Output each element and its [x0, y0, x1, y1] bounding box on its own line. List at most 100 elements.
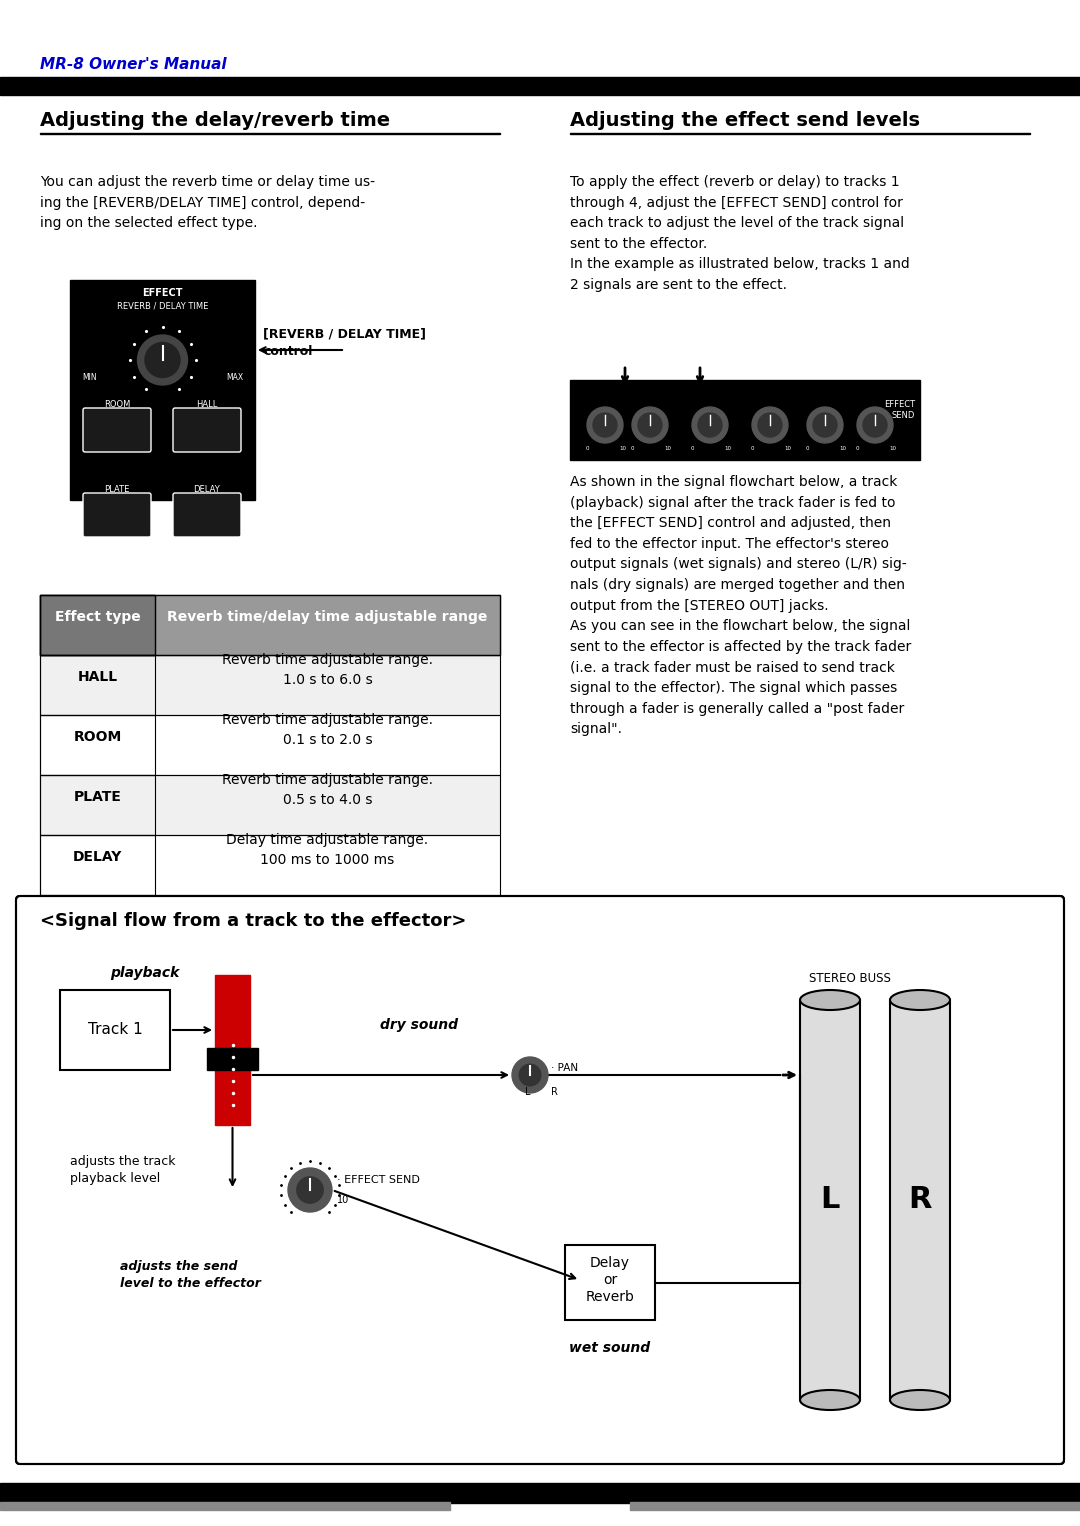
Text: PLATE: PLATE	[105, 485, 130, 494]
Bar	[40, 595, 156, 655]
Text: Reverb time/delay time adjustable range: Reverb time/delay time adjustable range	[167, 610, 488, 624]
Bar	[60, 990, 170, 1070]
Text: 0: 0	[751, 446, 754, 452]
Text: Adjusting the effect send levels: Adjusting the effect send levels	[570, 111, 920, 130]
Bar	[207, 1048, 258, 1070]
Text: 0: 0	[585, 446, 589, 452]
Bar	[40, 835, 500, 896]
Bar	[215, 975, 249, 1125]
Bar	[40, 775, 156, 835]
Text: adjusts the track
playback level: adjusts the track playback level	[70, 1155, 175, 1186]
Text: <Signal flow from a track to the effector>: <Signal flow from a track to the effecto…	[40, 913, 467, 929]
Circle shape	[813, 414, 837, 436]
Bar	[0, 1483, 1080, 1503]
Text: wet sound: wet sound	[569, 1341, 650, 1355]
FancyBboxPatch shape	[173, 407, 241, 452]
Text: 10: 10	[664, 446, 672, 452]
Bar	[630, 1502, 1080, 1511]
FancyBboxPatch shape	[83, 407, 151, 452]
Text: control: control	[264, 345, 312, 359]
Bar	[40, 655, 500, 716]
Bar	[40, 835, 156, 896]
Text: 0: 0	[631, 446, 634, 452]
Circle shape	[512, 1058, 548, 1093]
Bar	[70, 279, 255, 501]
Text: 40: 40	[528, 1482, 552, 1500]
Text: · PAN: · PAN	[551, 1064, 578, 1073]
Text: ROOM: ROOM	[73, 729, 122, 745]
Text: [REVERB / DELAY TIME]: [REVERB / DELAY TIME]	[264, 327, 426, 340]
Circle shape	[588, 407, 623, 443]
Text: L: L	[821, 1186, 839, 1215]
Text: Reverb time adjustable range.
1.0 s to 6.0 s: Reverb time adjustable range. 1.0 s to 6…	[222, 653, 433, 687]
Circle shape	[758, 414, 782, 436]
Bar	[0, 76, 1080, 95]
Circle shape	[137, 336, 188, 385]
Text: adjusts the send
level to the effector: adjusts the send level to the effector	[120, 1260, 261, 1289]
Text: L: L	[525, 1087, 530, 1097]
Ellipse shape	[800, 1390, 860, 1410]
Text: HALL: HALL	[78, 670, 118, 684]
Circle shape	[297, 1177, 323, 1202]
Text: Delay
or
Reverb: Delay or Reverb	[585, 1256, 634, 1305]
Text: DELAY: DELAY	[72, 850, 122, 864]
Text: EFFECT
SEND: EFFECT SEND	[883, 400, 915, 420]
Circle shape	[863, 414, 887, 436]
Text: 10: 10	[839, 446, 847, 452]
Text: To apply the effect (reverb or delay) to tracks 1
through 4, adjust the [EFFECT : To apply the effect (reverb or delay) to…	[570, 175, 909, 291]
Text: Delay time adjustable range.
100 ms to 1000 ms: Delay time adjustable range. 100 ms to 1…	[227, 833, 429, 867]
Circle shape	[632, 407, 669, 443]
Text: REVERB / DELAY TIME: REVERB / DELAY TIME	[117, 301, 208, 310]
Bar	[40, 595, 156, 655]
Bar	[40, 595, 500, 655]
Text: You can adjust the reverb time or delay time us-
ing the [REVERB/DELAY TIME] con: You can adjust the reverb time or delay …	[40, 175, 375, 230]
Ellipse shape	[890, 1390, 950, 1410]
FancyBboxPatch shape	[83, 493, 151, 537]
Circle shape	[638, 414, 662, 436]
Circle shape	[145, 342, 180, 377]
Text: DELAY: DELAY	[193, 485, 220, 494]
Bar	[40, 775, 500, 835]
Bar	[40, 775, 500, 835]
Circle shape	[519, 1064, 541, 1087]
Text: Reverb time adjustable range.
0.5 s to 4.0 s: Reverb time adjustable range. 0.5 s to 4…	[222, 774, 433, 807]
Bar	[570, 380, 920, 459]
Text: 10: 10	[784, 446, 792, 452]
Text: dry sound: dry sound	[380, 1018, 458, 1032]
Text: HALL: HALL	[197, 400, 218, 409]
Bar	[890, 1000, 950, 1399]
Text: 0: 0	[690, 446, 693, 452]
Text: As shown in the signal flowchart below, a track
(playback) signal after the trac: As shown in the signal flowchart below, …	[570, 475, 912, 736]
Text: PLATE: PLATE	[73, 790, 121, 804]
Bar	[0, 1502, 450, 1511]
Text: 10: 10	[620, 446, 626, 452]
Ellipse shape	[800, 990, 860, 1010]
Text: STEREO BUSS: STEREO BUSS	[809, 972, 891, 984]
Text: Adjusting the delay/reverb time: Adjusting the delay/reverb time	[40, 111, 390, 130]
Bar	[565, 1245, 654, 1320]
Text: ROOM: ROOM	[104, 400, 131, 409]
Bar	[800, 1000, 860, 1399]
Bar	[40, 716, 156, 775]
Text: MAX: MAX	[227, 372, 244, 382]
FancyBboxPatch shape	[173, 493, 241, 537]
Text: Reverb time adjustable range.
0.1 s to 2.0 s: Reverb time adjustable range. 0.1 s to 2…	[222, 713, 433, 746]
Circle shape	[698, 414, 723, 436]
Circle shape	[752, 407, 788, 443]
Circle shape	[593, 414, 617, 436]
Circle shape	[692, 407, 728, 443]
Circle shape	[858, 407, 893, 443]
Text: R: R	[908, 1186, 932, 1215]
Text: MR-8 Owner's Manual: MR-8 Owner's Manual	[40, 56, 227, 72]
Bar	[40, 835, 500, 896]
Circle shape	[288, 1167, 332, 1212]
Bar	[67, 278, 258, 504]
Bar	[40, 716, 500, 775]
Text: 0: 0	[806, 446, 809, 452]
Text: · EFFECT SEND: · EFFECT SEND	[337, 1175, 420, 1186]
Text: MIN: MIN	[83, 372, 97, 382]
Ellipse shape	[890, 990, 950, 1010]
Circle shape	[807, 407, 843, 443]
FancyBboxPatch shape	[16, 896, 1064, 1463]
Text: 0: 0	[855, 446, 859, 452]
